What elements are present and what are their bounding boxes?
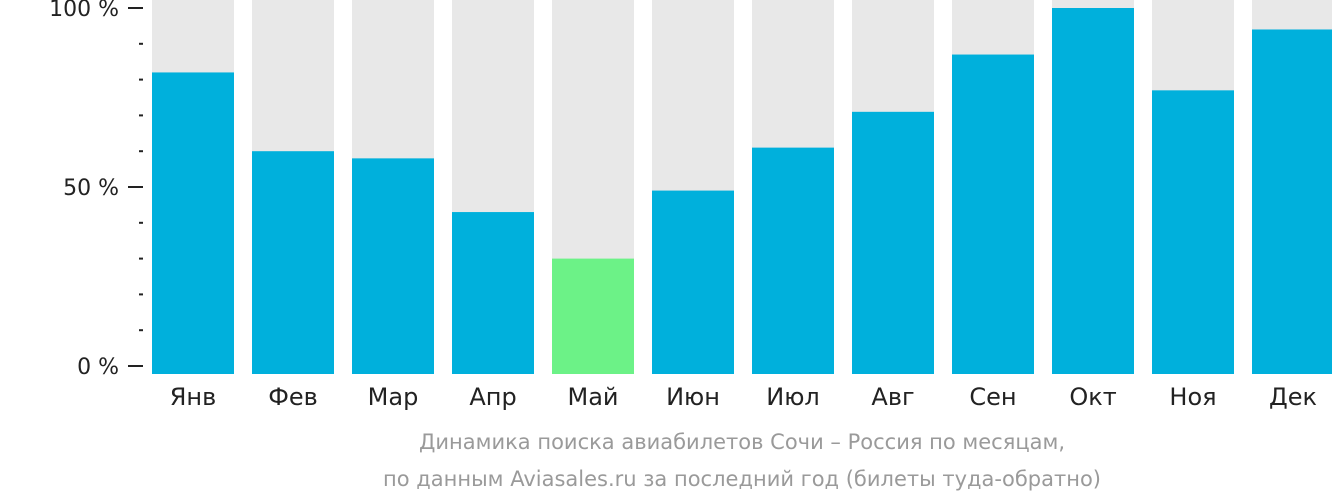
bar: [552, 258, 634, 374]
bar: [1052, 8, 1134, 374]
bar: [952, 54, 1034, 374]
x-tick-label: Ноя: [1169, 383, 1216, 411]
x-tick-label: Дек: [1269, 383, 1317, 411]
x-tick-label: Сен: [969, 383, 1016, 411]
bar: [252, 151, 334, 374]
bars: [152, 0, 1332, 374]
bar: [852, 111, 934, 374]
bar: [752, 147, 834, 374]
bar: [1252, 29, 1332, 374]
bar: [652, 190, 734, 374]
bar: [152, 72, 234, 374]
x-tick-label: Июн: [666, 383, 720, 411]
x-tick-label: Мар: [368, 383, 419, 411]
x-tick-label: Фев: [268, 383, 318, 411]
x-axis-labels: Янв Фев Мар Апр Май Июн Июл Авг Сен Окт Ноя Дек: [170, 383, 1317, 411]
x-tick-label: Май: [567, 383, 618, 411]
x-tick-label: Окт: [1069, 383, 1116, 411]
chart-caption-line-2: по данным Aviasales.ru за последний год …: [383, 467, 1101, 491]
x-tick-label: Авг: [871, 383, 914, 411]
bar: [352, 158, 434, 374]
y-axis: 0 % 50 % 100 %: [49, 0, 143, 380]
bar: [452, 212, 534, 374]
x-tick-label: Янв: [170, 383, 217, 411]
x-tick-label: Апр: [469, 383, 516, 411]
bar: [1152, 90, 1234, 374]
y-tick-label: 0 %: [77, 355, 119, 380]
y-tick-label: 100 %: [49, 0, 119, 22]
chart-caption-line-1: Динамика поиска авиабилетов Сочи – Росси…: [418, 430, 1066, 454]
y-tick-label: 50 %: [63, 176, 119, 201]
x-tick-label: Июл: [766, 383, 820, 411]
bar-chart: 0 % 50 % 100 % Янв Фев Мар Апр Май Июн Июл Авг Сен…: [49, 0, 1332, 411]
